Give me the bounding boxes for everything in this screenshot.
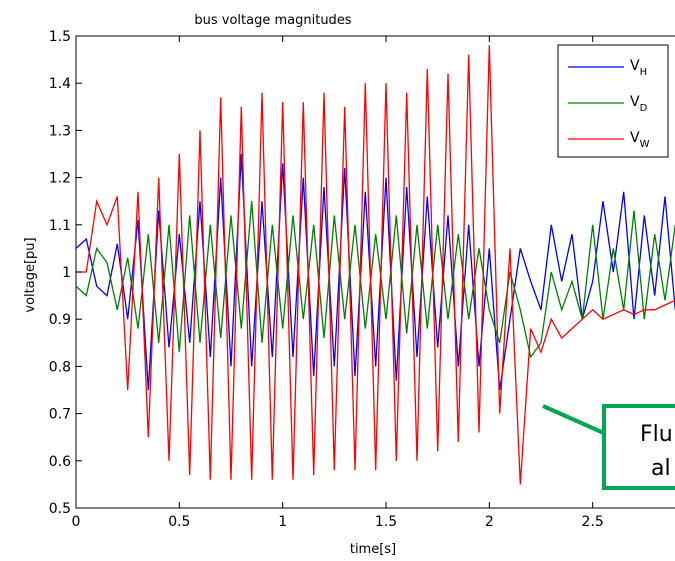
series-group (76, 45, 675, 485)
legend-label-w: VW (630, 130, 650, 150)
y-tick-label: 0.9 (49, 312, 71, 328)
y-tick-label: 0.8 (49, 359, 71, 375)
axis-ticks: 00.511.522.530.50.60.70.80.911.11.21.31.… (49, 29, 604, 530)
y-tick-label: 1.4 (49, 76, 71, 92)
y-tick-label: 1 (62, 265, 71, 281)
y-tick-label: 1.5 (49, 29, 71, 45)
y-tick-label: 1.1 (49, 218, 71, 234)
x-tick-label: 1.5 (375, 514, 397, 530)
y-tick-label: 1.3 (49, 123, 71, 139)
y-axis-label: voltage[pu] (23, 237, 38, 312)
x-tick-label: 1 (278, 514, 287, 530)
series-line-h (76, 153, 675, 391)
annotation-text-line2: al (651, 456, 671, 481)
series-line-w (76, 45, 675, 485)
legend-box (557, 44, 669, 158)
y-tick-label: 0.6 (49, 454, 71, 470)
x-tick-label: 0.5 (168, 514, 190, 530)
legend: VH VD VW (557, 44, 669, 158)
x-tick-label: 2.5 (582, 514, 604, 530)
legend-label-d: VD (630, 94, 648, 114)
x-axis-label: time[s] (350, 542, 396, 557)
legend-label-h: VH (630, 58, 647, 78)
x-tick-label: 0 (72, 514, 81, 530)
annotation-callout: Flu al (542, 404, 675, 490)
x-tick-label: 2 (485, 514, 494, 530)
series-line-d (76, 201, 675, 359)
annotation-pointer (542, 404, 607, 436)
y-tick-label: 0.7 (49, 407, 71, 423)
chart-title: bus voltage magnitudes (194, 13, 351, 28)
annotation-box (602, 404, 675, 490)
annotation-text-line1: Flu (640, 422, 673, 447)
y-tick-label: 1.2 (49, 171, 71, 187)
y-tick-label: 0.5 (49, 501, 71, 517)
